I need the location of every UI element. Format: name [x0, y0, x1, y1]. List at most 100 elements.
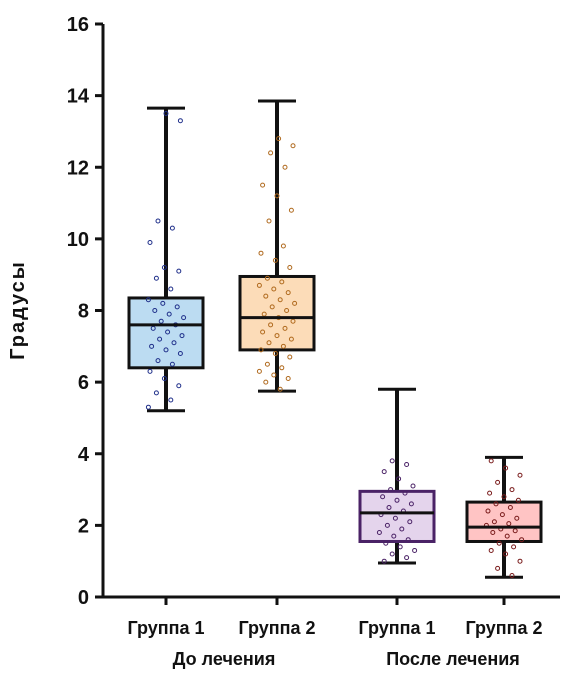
- axes: [95, 22, 560, 605]
- data-point: [163, 111, 169, 117]
- data-point: [261, 311, 267, 317]
- data-point: [165, 329, 171, 335]
- data-point: [155, 218, 161, 224]
- data-point: [169, 225, 175, 231]
- data-point: [391, 533, 397, 539]
- data-point: [266, 218, 272, 224]
- data-point: [280, 343, 286, 349]
- data-point: [503, 551, 509, 557]
- data-point: [405, 537, 411, 543]
- data-point: [145, 404, 151, 410]
- data-point: [488, 458, 494, 464]
- data-point: [280, 243, 286, 249]
- data-point: [269, 304, 275, 310]
- data-point: [277, 297, 283, 303]
- data-point: [158, 318, 164, 324]
- data-point: [276, 136, 282, 142]
- data-point: [380, 494, 386, 500]
- box-series: [238, 99, 316, 393]
- data-point: [285, 290, 291, 296]
- data-point: [266, 340, 272, 346]
- data-point: [501, 494, 507, 500]
- data-point: [274, 333, 280, 339]
- data-point: [410, 483, 416, 489]
- data-point: [389, 458, 395, 464]
- data-point: [168, 286, 174, 292]
- data-point: [284, 308, 290, 313]
- data-point: [176, 383, 182, 389]
- y-tick-label: 8: [78, 301, 89, 323]
- data-point: [161, 265, 167, 271]
- data-point: [402, 490, 408, 496]
- y-tick-label: 14: [67, 86, 90, 108]
- data-point: [260, 329, 266, 335]
- data-point: [506, 521, 512, 527]
- data-point: [153, 390, 159, 396]
- data-point: [145, 297, 151, 303]
- data-point: [511, 544, 517, 550]
- chart-marks: [127, 99, 543, 579]
- data-point: [499, 512, 505, 518]
- data-point: [408, 501, 414, 507]
- data-point: [163, 347, 169, 353]
- data-point: [274, 193, 280, 199]
- data-point: [381, 558, 387, 564]
- axis-labels: 0 2 4 6 8 10 12 14 16 Группа 1 Группа 2 Группа 1 Гру…: [67, 14, 543, 669]
- data-point: [404, 461, 410, 467]
- data-point: [272, 257, 278, 263]
- data-point: [383, 540, 389, 546]
- box-series: [127, 106, 205, 413]
- data-point: [177, 350, 183, 356]
- box-iqr: [465, 500, 543, 543]
- x-group-label: До лечения: [173, 649, 276, 669]
- data-point: [282, 164, 288, 170]
- y-tick-label: 12: [67, 157, 89, 179]
- data-point: [264, 275, 270, 281]
- data-point: [155, 358, 161, 364]
- data-point: [147, 239, 153, 245]
- data-point: [388, 487, 394, 493]
- data-point: [268, 150, 274, 156]
- data-point: [503, 465, 509, 471]
- data-point: [263, 379, 269, 385]
- data-point: [407, 519, 413, 525]
- data-point: [288, 336, 294, 342]
- data-point: [292, 300, 298, 306]
- data-point: [504, 533, 510, 539]
- data-point: [272, 350, 278, 356]
- data-point: [515, 497, 521, 503]
- data-point: [288, 207, 294, 213]
- data-point: [399, 526, 405, 532]
- y-tick-label: 0: [78, 587, 89, 609]
- data-point: [271, 372, 277, 378]
- data-point: [412, 547, 418, 553]
- data-point: [149, 343, 155, 349]
- data-point: [277, 386, 283, 392]
- data-point: [166, 311, 172, 317]
- data-point: [514, 515, 520, 521]
- data-point: [394, 497, 400, 503]
- y-tick-label: 4: [78, 444, 90, 466]
- data-point: [264, 361, 270, 367]
- data-point: [157, 336, 163, 342]
- x-category-label: Группа 1: [127, 618, 204, 638]
- data-point: [152, 308, 158, 313]
- data-point: [271, 286, 277, 292]
- data-point: [161, 376, 167, 382]
- data-point: [290, 318, 296, 324]
- data-point: [487, 490, 493, 496]
- data-point: [392, 515, 398, 521]
- data-point: [381, 469, 387, 475]
- data-point: [495, 479, 501, 485]
- data-point: [176, 268, 182, 274]
- data-point: [181, 315, 187, 321]
- data-point: [396, 476, 402, 482]
- data-point: [517, 558, 523, 564]
- x-category-label: Группа 1: [358, 618, 435, 638]
- y-tick-label: 2: [78, 515, 89, 537]
- data-point: [169, 361, 175, 367]
- data-point: [160, 300, 166, 306]
- y-tick-label: 10: [67, 229, 89, 251]
- data-point: [512, 528, 518, 534]
